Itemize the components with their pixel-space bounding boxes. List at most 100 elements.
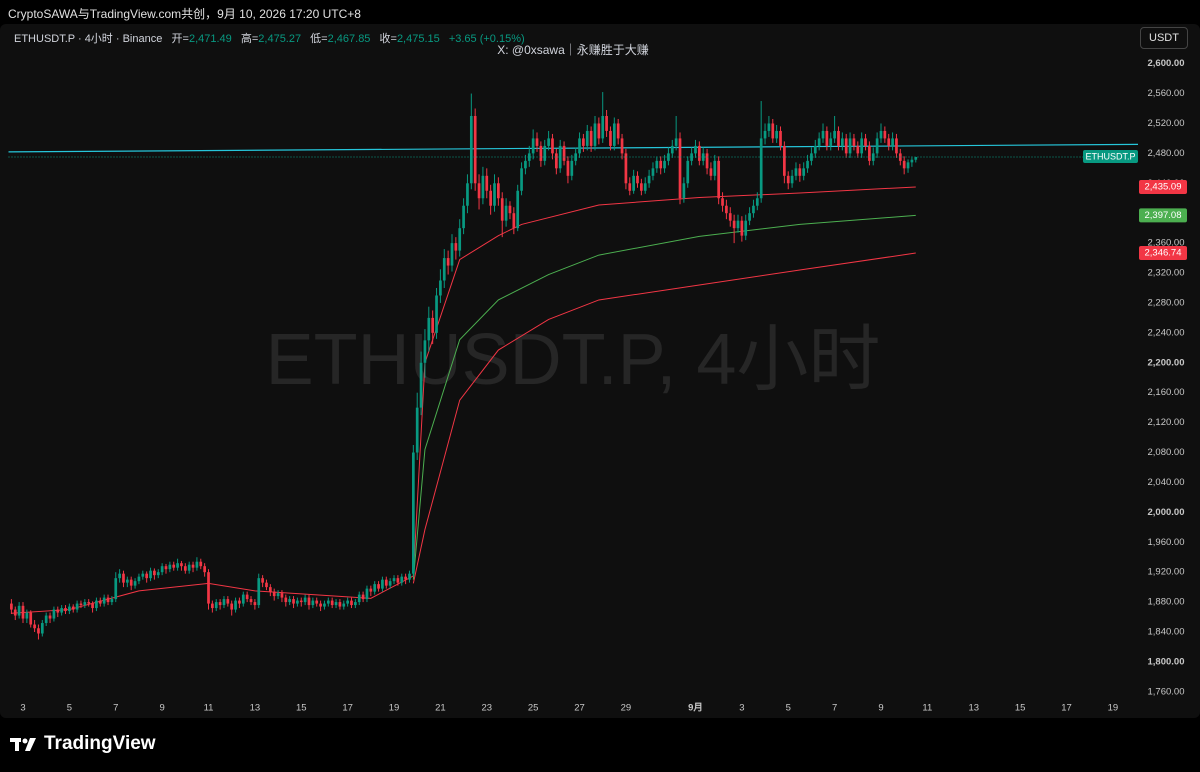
candle-body: [624, 153, 628, 184]
candle-body: [566, 160, 570, 176]
candle-body: [176, 563, 179, 568]
candle-body: [153, 570, 156, 576]
candle-body: [365, 588, 369, 600]
candle-body: [813, 145, 817, 154]
candle-body: [222, 599, 226, 606]
candle-body: [195, 561, 199, 568]
candle-body: [740, 220, 744, 236]
candle-body: [520, 168, 523, 191]
x-tick-label: 7: [832, 703, 837, 714]
candle-body: [524, 160, 527, 169]
candle-body: [748, 213, 751, 221]
candle-body: [141, 573, 145, 577]
candle-body: [442, 258, 446, 281]
candle-body: [296, 600, 299, 604]
candle-body: [326, 600, 330, 604]
candle-body: [713, 160, 717, 176]
candle-body: [427, 317, 431, 341]
candle-body: [887, 138, 891, 146]
candle-body: [83, 602, 87, 606]
candle-body: [388, 581, 392, 586]
legend-key: 高=: [240, 33, 259, 45]
candle-body: [95, 600, 98, 609]
candle-body: [910, 159, 914, 163]
candle-body: [373, 584, 377, 592]
candle-body: [493, 183, 496, 206]
candle-body: [732, 220, 736, 229]
candle-body: [682, 183, 686, 199]
candle-body: [504, 205, 508, 221]
y-tick-label: 1,960.00: [1148, 537, 1185, 548]
candle-body: [516, 190, 520, 229]
candle-body: [268, 587, 272, 592]
candle-body: [64, 608, 67, 612]
price-badge-label: ETHUSDT.P: [1085, 151, 1135, 161]
candle-body: [125, 579, 129, 583]
x-tick-label: 3: [20, 703, 25, 714]
candle-body: [848, 138, 852, 154]
candle-body: [670, 145, 674, 154]
candle-body: [411, 452, 415, 574]
candle-body: [52, 609, 56, 619]
x-tick-label: 7: [113, 703, 118, 714]
candle-body: [439, 280, 442, 296]
candle-body: [415, 407, 419, 453]
candle-body: [508, 205, 512, 214]
symbol: ETHUSDT.P · 4小时 · Binance: [14, 33, 163, 45]
candle-body: [44, 615, 48, 624]
candle-body: [678, 138, 682, 199]
candle-body: [17, 605, 21, 616]
x-tick-label: 3: [739, 703, 744, 714]
candle-body: [156, 572, 160, 576]
candle-body: [261, 578, 264, 583]
legend-value: 2,471.49: [188, 33, 232, 45]
candle-body: [172, 564, 176, 568]
candle-body: [419, 362, 423, 408]
candle-body: [755, 198, 759, 206]
y-tick-label: 2,040.00: [1148, 477, 1185, 488]
candle-body: [647, 175, 651, 184]
candle-body: [122, 573, 125, 583]
candle-body: [554, 153, 558, 169]
candle-body: [249, 599, 253, 603]
x-tick-label: 9: [878, 703, 883, 714]
candle-body: [717, 160, 721, 199]
candle-body: [207, 572, 210, 604]
candle-body: [303, 597, 307, 603]
legend-key: 开=: [171, 33, 189, 45]
candle-body: [775, 130, 778, 139]
x-tick-label: 23: [481, 703, 492, 714]
candle-body: [709, 168, 713, 176]
candle-body: [164, 566, 168, 570]
value-badge: [1139, 246, 1187, 261]
x-tick-label: 19: [1108, 703, 1119, 714]
candle-body: [628, 183, 632, 191]
candle-body: [759, 138, 763, 199]
plot: [8, 92, 1139, 640]
watermark: ETHUSDT.P, 4小时: [266, 320, 881, 400]
candle-body: [446, 258, 450, 266]
candle-body: [558, 145, 562, 169]
candle-body: [829, 138, 833, 146]
candle-body: [868, 145, 871, 161]
legend-key: 收=: [379, 33, 397, 45]
candle-body: [330, 600, 334, 606]
candle-body: [392, 578, 396, 582]
candle-body: [288, 599, 292, 603]
y-tick-label: 2,560.00: [1148, 88, 1185, 99]
candle-body: [674, 138, 678, 146]
candle-body: [450, 243, 454, 266]
currency-button[interactable]: USDT: [1140, 27, 1188, 49]
candle-body: [106, 597, 110, 603]
candle-body: [763, 130, 767, 139]
value-label: 2,435.09: [1145, 181, 1182, 192]
candle-body: [292, 599, 295, 604]
y-tick-label: 2,520.00: [1148, 118, 1185, 129]
candle-body: [102, 597, 106, 604]
candle-body: [323, 603, 326, 607]
candle-body: [701, 153, 705, 161]
x-tick-label: 17: [342, 703, 353, 714]
band-line: [412, 214, 916, 580]
candle-body: [357, 594, 361, 603]
annotation: X: @0xsawa｜永赚胜于大赚: [497, 42, 649, 57]
